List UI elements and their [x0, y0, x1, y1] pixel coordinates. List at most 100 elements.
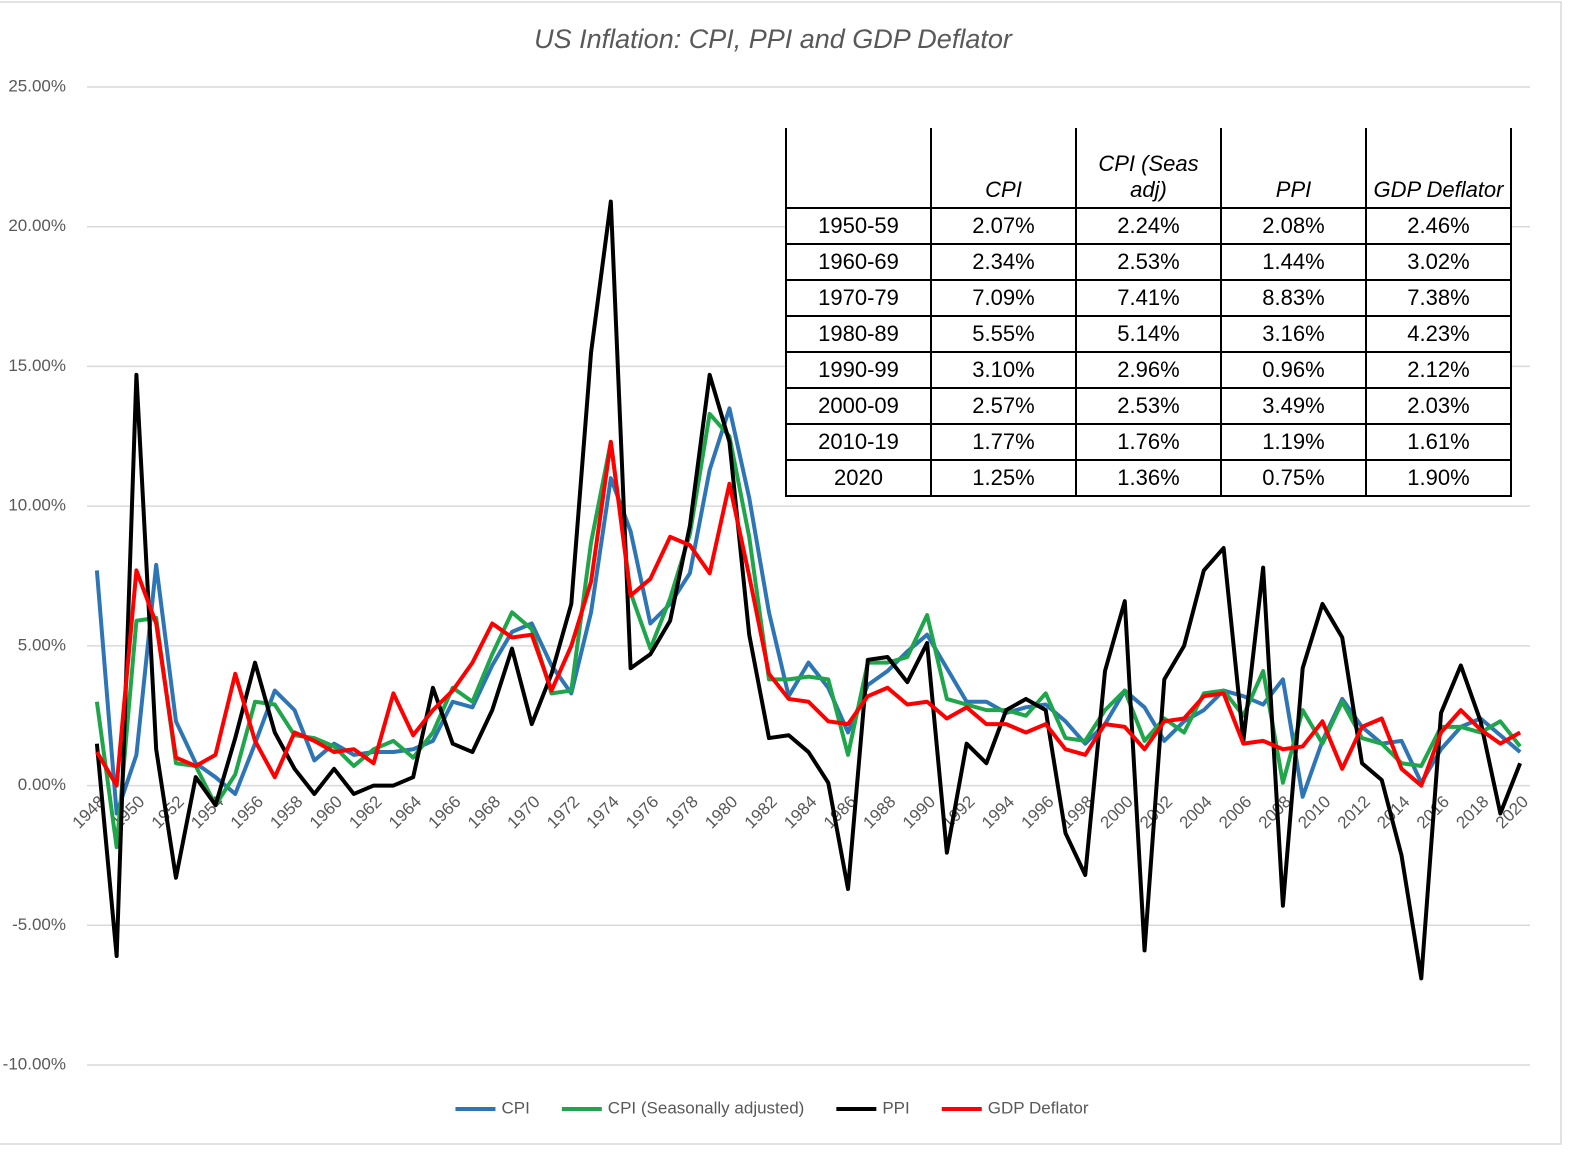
table-cell: 1.61%	[1365, 423, 1512, 461]
table-cell: 2.53%	[1075, 387, 1222, 425]
x-tick-label: 2000	[1097, 792, 1137, 832]
table-cell: 0.96%	[1220, 351, 1367, 389]
table-row-label: 1980-89	[785, 315, 932, 353]
y-tick-label: 20.00%	[8, 216, 66, 235]
table-cell: 2.34%	[930, 243, 1077, 281]
table-cell: 3.02%	[1365, 243, 1512, 281]
x-tick-label: 1970	[504, 792, 544, 832]
table-cell: 2.08%	[1220, 207, 1367, 245]
table-row: 2000-09 2.57% 2.53% 3.49% 2.03%	[785, 387, 1512, 425]
table-cell: 5.14%	[1075, 315, 1222, 353]
summary-table: CPI CPI (Seas adj) PPI GDP Deflator 1950-59 2…	[785, 128, 1512, 497]
legend-label: CPI (Seasonally adjusted)	[608, 1098, 805, 1117]
table-cell: 2.07%	[930, 207, 1077, 245]
x-tick-label: 1962	[345, 792, 385, 832]
legend-label: CPI	[501, 1098, 529, 1117]
x-tick-label: 2010	[1294, 792, 1334, 832]
table-cell: 5.55%	[930, 315, 1077, 353]
x-tick-label: 1978	[662, 792, 702, 832]
legend-label: GDP Deflator	[988, 1098, 1089, 1117]
table-row-label: 1950-59	[785, 207, 932, 245]
x-tick-label: 1972	[543, 792, 583, 832]
y-tick-label: 5.00%	[18, 635, 66, 654]
table-row-label: 1960-69	[785, 243, 932, 281]
x-tick-label: 1968	[464, 792, 504, 832]
series-line	[94, 411, 1522, 850]
table-cell: 8.83%	[1220, 279, 1367, 317]
table-cell: 1.25%	[930, 459, 1077, 497]
table-row: 1970-79 7.09% 7.41% 8.83% 7.38%	[785, 279, 1512, 317]
x-tick-label: 2012	[1334, 792, 1374, 832]
x-tick-label: 1966	[425, 792, 465, 832]
x-tick-label: 2018	[1452, 792, 1492, 832]
y-tick-label: 0.00%	[18, 775, 66, 794]
x-tick-label: 2006	[1215, 792, 1255, 832]
table-cell: 2.24%	[1075, 207, 1222, 245]
x-tick-label: 1982	[741, 792, 781, 832]
x-tick-label: 1980	[701, 792, 741, 832]
table-cell: 0.75%	[1220, 459, 1367, 497]
table-column-header: GDP Deflator	[1365, 128, 1512, 209]
y-tick-label: 10.00%	[8, 496, 66, 515]
table-row-label: 1990-99	[785, 351, 932, 389]
series-line	[95, 439, 1522, 788]
table-row-label: 1970-79	[785, 279, 932, 317]
series-line	[94, 199, 1522, 981]
x-tick-label: 2004	[1176, 792, 1216, 832]
table-cell: 7.38%	[1365, 279, 1512, 317]
table-cell: 1.19%	[1220, 423, 1367, 461]
x-tick-label: 1976	[622, 792, 662, 832]
table-cell: 2.53%	[1075, 243, 1222, 281]
y-tick-label: 25.00%	[8, 76, 66, 95]
chart-title: US Inflation: CPI, PPI and GDP Deflator	[534, 24, 1013, 54]
x-tick-label: 1988	[859, 792, 899, 832]
x-tick-label: 1990	[899, 792, 939, 832]
table-cell: 4.23%	[1365, 315, 1512, 353]
x-tick-label: 1974	[583, 792, 623, 832]
legend-label: PPI	[882, 1098, 909, 1117]
table-row-label: 2010-19	[785, 423, 932, 461]
x-tick-label: 1958	[266, 792, 306, 832]
table-row: 2010-19 1.77% 1.76% 1.19% 1.61%	[785, 423, 1512, 461]
table-row: 1950-59 2.07% 2.24% 2.08% 2.46%	[785, 207, 1512, 245]
y-tick-label: 15.00%	[8, 356, 66, 375]
table-header-row: CPI CPI (Seas adj) PPI GDP Deflator	[785, 128, 1512, 209]
table-cell: 7.41%	[1075, 279, 1222, 317]
table-corner	[785, 128, 932, 209]
x-tick-label: 1994	[978, 792, 1018, 832]
table-column-header: CPI	[930, 128, 1077, 209]
table-cell: 1.90%	[1365, 459, 1512, 497]
table-column-header: PPI	[1220, 128, 1367, 209]
table-cell: 2.12%	[1365, 351, 1512, 389]
table-row: 1960-69 2.34% 2.53% 1.44% 3.02%	[785, 243, 1512, 281]
table-column-header: CPI (Seas adj)	[1075, 128, 1222, 209]
series-line	[94, 406, 1522, 816]
table-cell: 1.76%	[1075, 423, 1222, 461]
table-cell: 3.10%	[930, 351, 1077, 389]
x-tick-label: 1964	[385, 792, 425, 832]
table-cell: 2.96%	[1075, 351, 1222, 389]
table-cell: 2.03%	[1365, 387, 1512, 425]
x-tick-label: 1984	[780, 792, 820, 832]
table-cell: 7.09%	[930, 279, 1077, 317]
table-row: 1980-89 5.55% 5.14% 3.16% 4.23%	[785, 315, 1512, 353]
table-cell: 2.46%	[1365, 207, 1512, 245]
table-cell: 1.44%	[1220, 243, 1367, 281]
table-cell: 3.16%	[1220, 315, 1367, 353]
table-row-label: 2000-09	[785, 387, 932, 425]
table-row-label: 2020	[785, 459, 932, 497]
table-row: 2020 1.25% 1.36% 0.75% 1.90%	[785, 459, 1512, 497]
table-cell: 1.36%	[1075, 459, 1222, 497]
x-tick-label: 1960	[306, 792, 346, 832]
y-tick-label: -10.00%	[3, 1054, 66, 1073]
table-cell: 1.77%	[930, 423, 1077, 461]
x-tick-label: 1956	[227, 792, 267, 832]
table-cell: 3.49%	[1220, 387, 1367, 425]
table-row: 1990-99 3.10% 2.96% 0.96% 2.12%	[785, 351, 1512, 389]
x-tick-label: 1996	[1018, 792, 1058, 832]
y-tick-label: -5.00%	[12, 915, 66, 934]
table-cell: 2.57%	[930, 387, 1077, 425]
